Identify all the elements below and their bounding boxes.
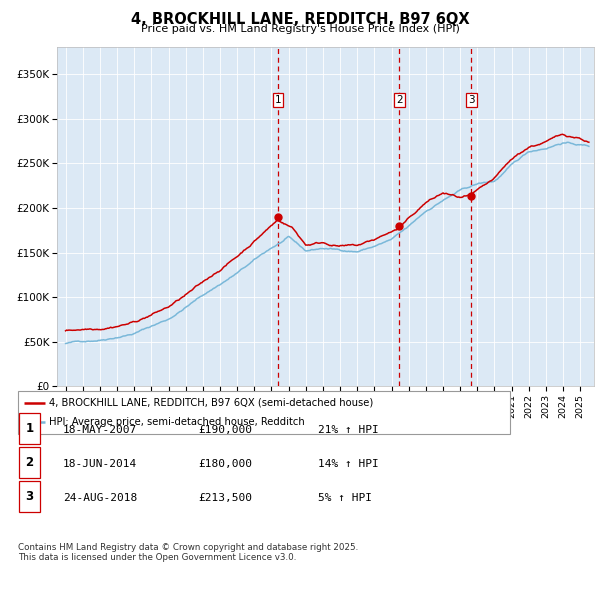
- Text: 4, BROCKHILL LANE, REDDITCH, B97 6QX (semi-detached house): 4, BROCKHILL LANE, REDDITCH, B97 6QX (se…: [49, 398, 373, 408]
- Text: 1: 1: [275, 95, 281, 105]
- Text: £180,000: £180,000: [198, 459, 252, 469]
- FancyBboxPatch shape: [18, 391, 510, 434]
- Text: 21% ↑ HPI: 21% ↑ HPI: [318, 425, 379, 435]
- Text: 4, BROCKHILL LANE, REDDITCH, B97 6QX: 4, BROCKHILL LANE, REDDITCH, B97 6QX: [131, 12, 469, 27]
- Text: £190,000: £190,000: [198, 425, 252, 435]
- Text: 18-JUN-2014: 18-JUN-2014: [63, 459, 137, 469]
- FancyBboxPatch shape: [19, 447, 40, 478]
- FancyBboxPatch shape: [19, 413, 40, 444]
- Text: Price paid vs. HM Land Registry's House Price Index (HPI): Price paid vs. HM Land Registry's House …: [140, 24, 460, 34]
- Text: £213,500: £213,500: [198, 493, 252, 503]
- Text: 5% ↑ HPI: 5% ↑ HPI: [318, 493, 372, 503]
- FancyBboxPatch shape: [19, 481, 40, 512]
- Text: 3: 3: [25, 490, 34, 503]
- Text: 18-MAY-2007: 18-MAY-2007: [63, 425, 137, 435]
- Text: 24-AUG-2018: 24-AUG-2018: [63, 493, 137, 503]
- Text: Contains HM Land Registry data © Crown copyright and database right 2025.
This d: Contains HM Land Registry data © Crown c…: [18, 543, 358, 562]
- Text: 14% ↑ HPI: 14% ↑ HPI: [318, 459, 379, 469]
- Text: 2: 2: [396, 95, 403, 105]
- Text: HPI: Average price, semi-detached house, Redditch: HPI: Average price, semi-detached house,…: [49, 417, 304, 427]
- Text: 1: 1: [25, 422, 34, 435]
- Text: 3: 3: [468, 95, 475, 105]
- Text: 2: 2: [25, 456, 34, 469]
